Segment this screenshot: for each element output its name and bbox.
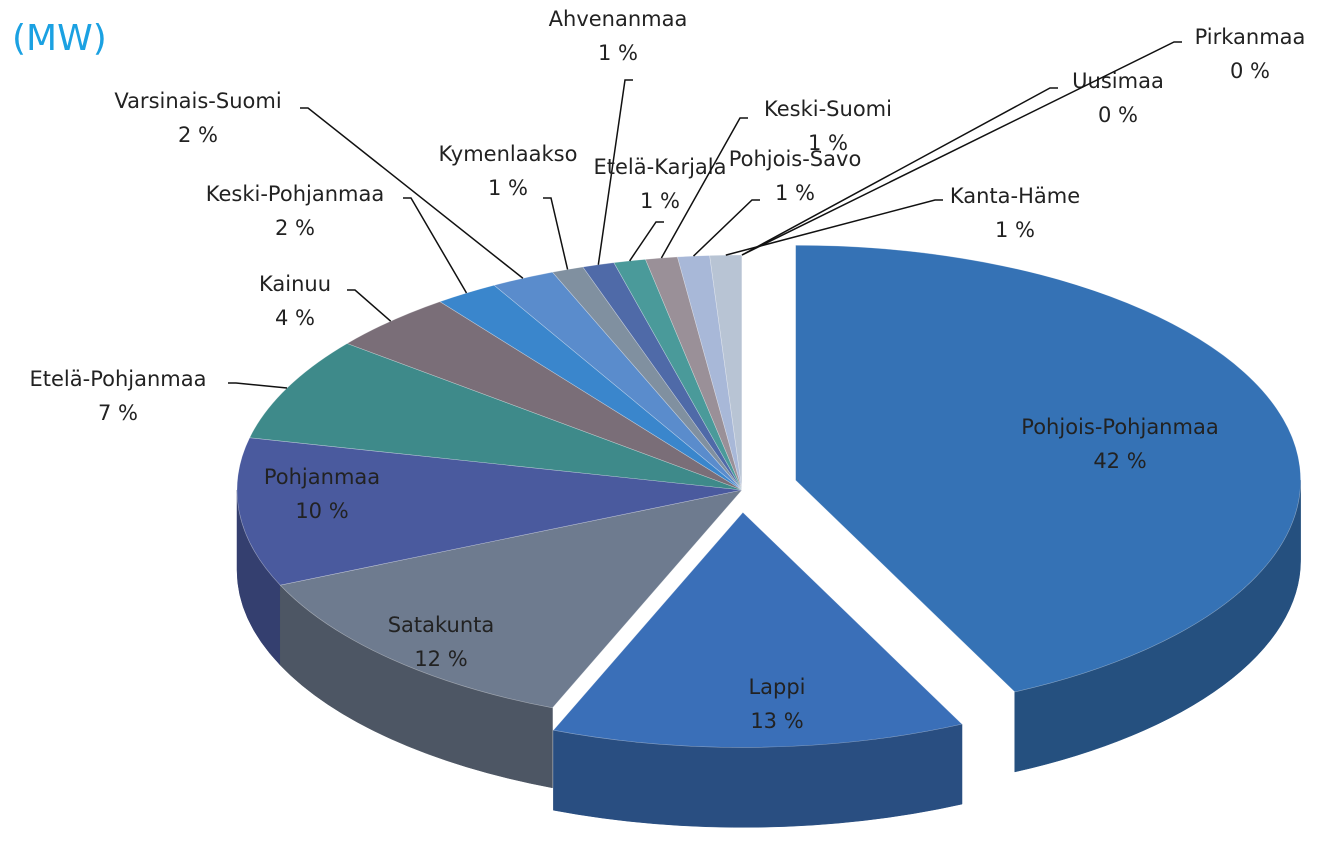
slice — [236, 437, 743, 586]
slice-label: Pohjois-Savo — [729, 147, 862, 171]
value-label: 0 % — [1098, 103, 1138, 127]
slice-label: Pirkanmaa — [1195, 25, 1306, 49]
value-label: 0 % — [1230, 59, 1270, 83]
value-label: 12 % — [414, 647, 467, 671]
value-label: 13 % — [750, 709, 803, 733]
slice-label: Ahvenanmaa — [549, 7, 688, 31]
leader-line — [741, 41, 1182, 256]
slice — [346, 301, 743, 491]
value-label: 42 % — [1093, 449, 1146, 473]
value-label: 7 % — [98, 401, 138, 425]
slice-sides — [236, 480, 1301, 828]
slice — [613, 259, 743, 491]
slice — [439, 284, 743, 491]
slice-label: Pohjanmaa — [264, 465, 380, 489]
leader-line — [660, 117, 748, 259]
chart-title: (MW) — [12, 18, 107, 59]
leader-line — [543, 197, 569, 270]
leader-line — [300, 107, 524, 279]
slice — [493, 271, 743, 491]
leader-line — [741, 87, 1058, 256]
slice-label: Kanta-Häme — [950, 184, 1080, 208]
slice-label: Keski-Suomi — [764, 97, 892, 121]
value-label: 1 % — [775, 181, 815, 205]
value-label: 1 % — [598, 41, 638, 65]
value-label: 1 % — [995, 218, 1035, 242]
slice-label: Satakunta — [388, 613, 495, 637]
slice-label: Etelä-Pohjanmaa — [30, 367, 207, 391]
value-label: 1 % — [808, 131, 848, 155]
value-label: 1 % — [640, 189, 680, 213]
slice-label: Uusimaa — [1072, 69, 1164, 93]
leader-line — [692, 199, 760, 257]
value-label: 1 % — [488, 176, 528, 200]
value-label: 2 % — [275, 216, 315, 240]
leader-line — [228, 382, 288, 389]
leader-line — [347, 289, 392, 322]
slice-label: Lappi — [748, 675, 805, 699]
leader-line — [725, 199, 943, 256]
slice — [279, 489, 743, 709]
slice — [249, 343, 743, 491]
slice-label: Keski-Pohjanmaa — [206, 182, 384, 206]
slice — [582, 262, 743, 491]
value-label: 2 % — [178, 123, 218, 147]
slice-label: Pohjois-Pohjanmaa — [1021, 415, 1218, 439]
slice — [795, 244, 1301, 693]
slice — [551, 266, 743, 491]
slice-tops — [236, 244, 1301, 748]
slice-label: Etelä-Karjala — [593, 155, 726, 179]
leader-line — [597, 79, 633, 265]
leader-line — [403, 197, 468, 294]
slice-label: Varsinais-Suomi — [114, 89, 281, 113]
slice-label: Kymenlaakso — [439, 142, 578, 166]
slice-label: Kainuu — [259, 272, 331, 296]
leader-line — [629, 221, 664, 262]
value-label: 10 % — [295, 499, 348, 523]
value-label: 4 % — [275, 306, 315, 330]
slice — [552, 511, 963, 748]
